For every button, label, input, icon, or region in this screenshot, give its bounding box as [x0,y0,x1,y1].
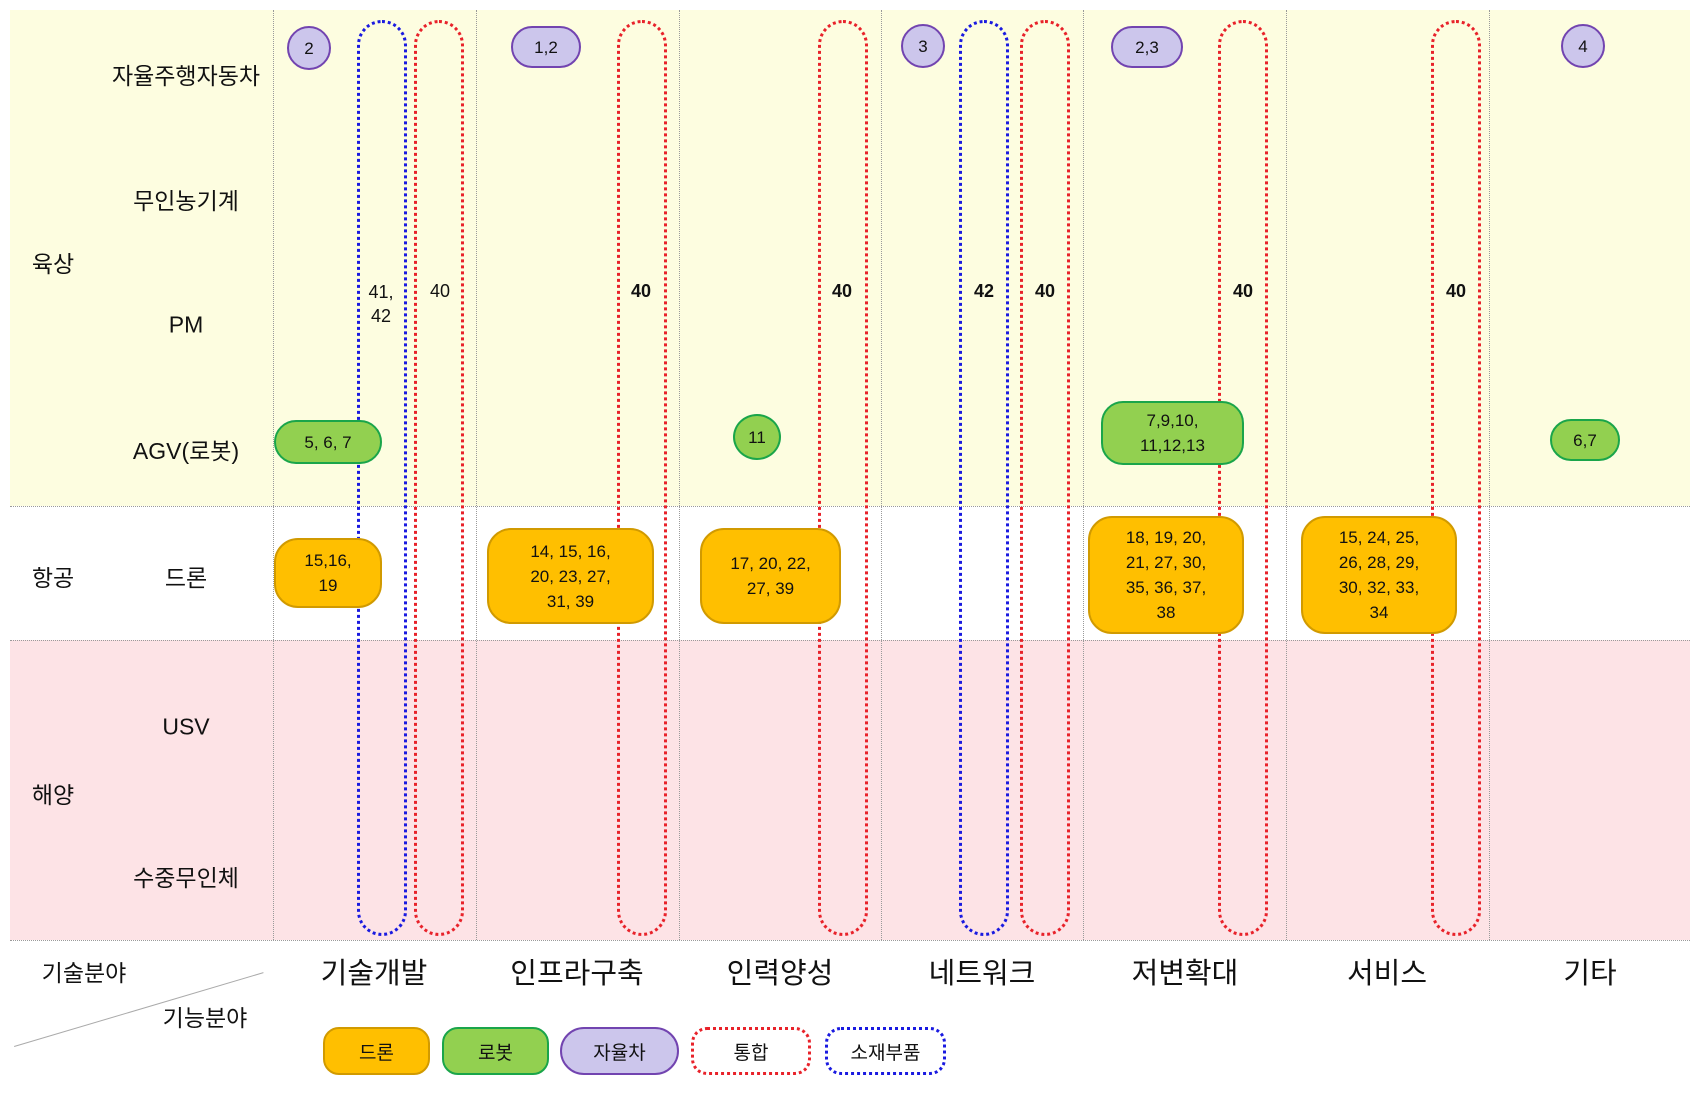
legend-integrated: 통합 [691,1027,811,1075]
car-pill: 2,3 [1111,26,1183,68]
sea-band [10,640,1690,940]
col-divider [881,10,882,940]
column-label: 인프라구축 [510,958,644,990]
capsule-label: 40 [630,281,652,301]
legend-drone: 드론 [323,1027,430,1075]
car-pill: 2 [287,26,331,70]
integrated-capsule-workforce [818,20,868,936]
drone-pill: 18, 19, 20, 21, 27, 30, 35, 36, 37, 38 [1088,516,1244,634]
integrated-capsule-network [1020,20,1070,936]
col-divider [1489,10,1490,940]
integrated-capsule-expand [1218,20,1268,936]
car-pill: 3 [901,24,945,68]
col-divider [273,10,274,940]
domain-air-label: 항공 [31,565,75,591]
materials-capsule-network [959,20,1009,936]
capsule-label: 40 [429,281,451,301]
capsule-label: 40 [1034,281,1056,301]
row-label-farm: 무인농기계 [133,188,239,214]
row-label-usv: USV [162,713,210,740]
tech-field-label: 기술분야 [41,960,127,986]
col-divider [1286,10,1287,940]
materials-capsule-tech [357,20,407,936]
integrated-capsule-infra [617,20,667,936]
col-divider [679,10,680,940]
integrated-capsule-service [1431,20,1481,936]
column-label: 네트워크 [928,958,1036,990]
capsule-label: 41, 42 [368,282,394,326]
col-divider [476,10,477,940]
column-label: 인력양성 [726,958,834,990]
capsule-label: 40 [1445,281,1467,301]
row-label-car: 자율주행자동차 [111,63,261,89]
drone-pill: 15,16, 19 [274,538,382,608]
robot-pill: 11 [733,414,781,460]
robot-pill: 5, 6, 7 [274,420,382,464]
row-label-pm: PM [168,311,204,338]
domain-land-label: 육상 [31,251,75,277]
column-label: 기술개발 [320,958,428,990]
divider-land-air [10,506,1690,507]
domain-sea-label: 해양 [31,782,75,808]
drone-pill: 17, 20, 22, 27, 39 [700,528,841,624]
column-label: 저변확대 [1131,958,1239,990]
capsule-label: 42 [973,281,995,301]
capsule-label: 40 [831,281,853,301]
drone-pill: 14, 15, 16, 20, 23, 27, 31, 39 [487,528,654,624]
drone-pill: 15, 24, 25, 26, 28, 29, 30, 32, 33, 34 [1301,516,1457,634]
divider-air-sea [10,640,1690,641]
robot-pill: 6,7 [1550,419,1620,461]
column-label: 기타 [1563,958,1617,990]
capsule-label: 40 [1232,281,1254,301]
column-label: 서비스 [1346,958,1428,990]
divider-bottom [10,940,1690,941]
row-label-agv: AGV(로봇) [132,438,240,464]
robot-pill: 7,9,10, 11,12,13 [1101,401,1244,465]
function-field-label: 기능분야 [162,1005,248,1031]
car-pill: 1,2 [511,26,581,68]
legend-autonomous-car: 자율차 [560,1027,679,1075]
integrated-capsule-tech [414,20,464,936]
row-label-drone: 드론 [164,565,208,591]
row-label-underwater: 수중무인체 [133,865,239,891]
col-divider [1083,10,1084,940]
car-pill: 4 [1561,24,1605,68]
legend-materials: 소재부품 [825,1027,946,1075]
legend-robot: 로봇 [442,1027,549,1075]
